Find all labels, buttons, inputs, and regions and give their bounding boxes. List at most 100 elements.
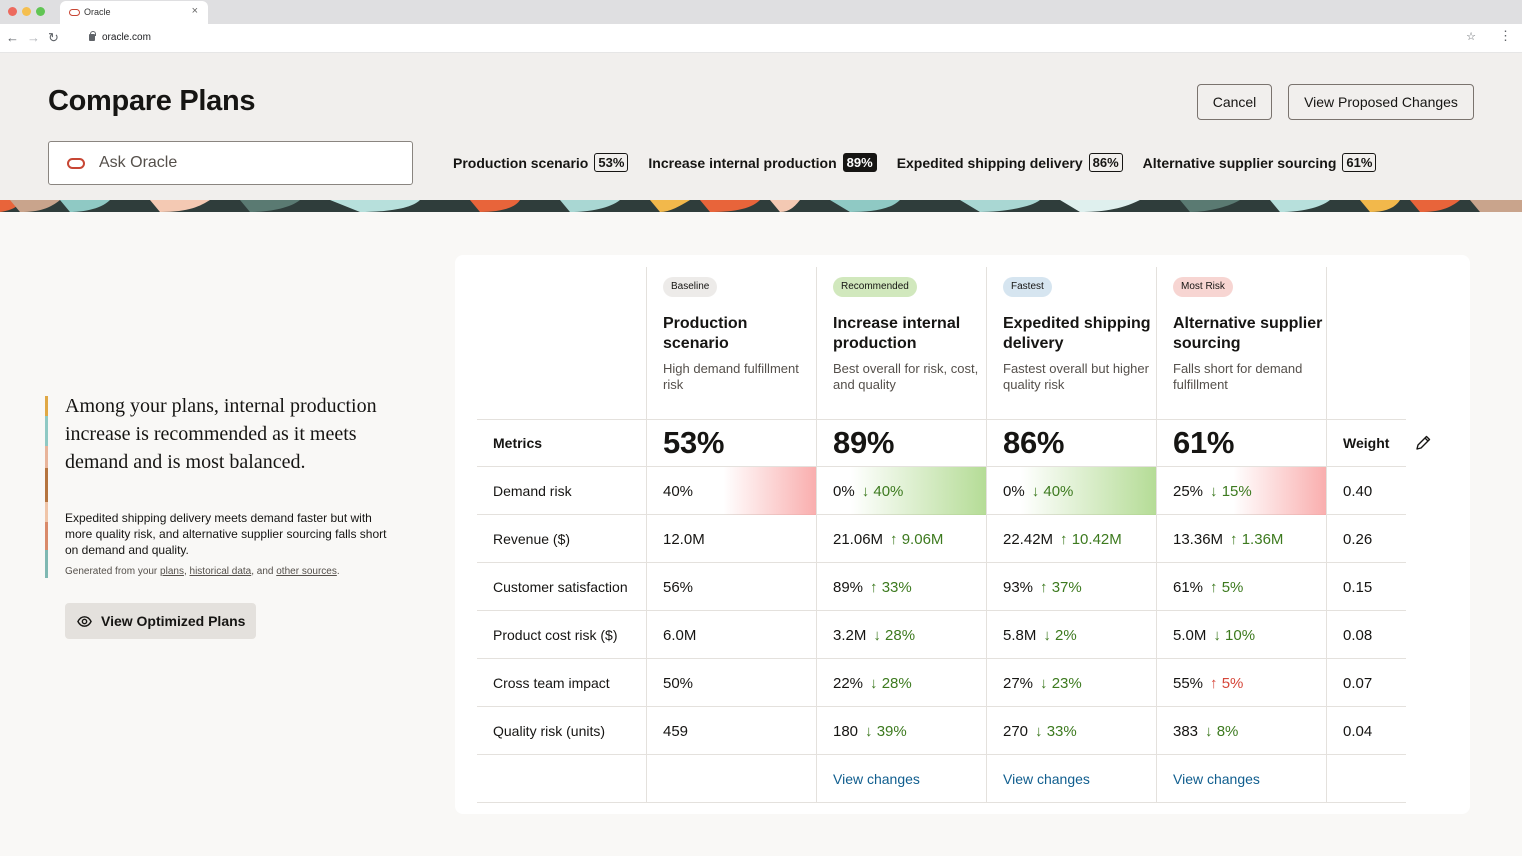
view-changes-link[interactable]: View changes xyxy=(833,771,920,787)
metric-value: 5.0M xyxy=(1173,626,1207,644)
forward-arrow-icon[interactable]: → xyxy=(27,30,40,45)
column-divider xyxy=(986,267,987,803)
metric-weight: 0.07 xyxy=(1343,674,1373,692)
plan-chip-label: Production scenario xyxy=(453,154,589,171)
metric-delta: ↓ 40% xyxy=(1031,482,1074,500)
summary-accent-bar xyxy=(45,396,48,578)
reload-icon[interactable]: ↻ xyxy=(48,30,59,45)
metric-weight: 0.26 xyxy=(1343,530,1373,548)
back-arrow-icon[interactable]: ← xyxy=(6,30,19,45)
metric-value: 13.36M xyxy=(1173,530,1224,548)
plan-chip[interactable]: Production scenario 53% xyxy=(453,153,629,172)
metric-cell: 270 ↓ 33% xyxy=(987,707,1156,755)
metric-value: 27% xyxy=(1003,674,1034,692)
browser-tab[interactable]: Oracle × xyxy=(60,1,208,24)
plan-column-header: Most Risk Alternative supplier sourcing … xyxy=(1157,255,1327,419)
column-divider xyxy=(816,267,817,803)
close-tab-icon[interactable]: × xyxy=(191,5,198,17)
metric-cell: 27% ↓ 23% xyxy=(987,659,1156,707)
metric-value: 6.0M xyxy=(663,626,697,644)
oracle-logo-icon xyxy=(67,158,85,169)
metric-cell: 56% xyxy=(647,563,816,611)
metric-delta: ↑ 37% xyxy=(1040,578,1082,596)
minimize-window-button[interactable] xyxy=(22,7,31,16)
plan-chip[interactable]: Alternative supplier sourcing 61% xyxy=(1143,153,1377,172)
lock-icon[interactable] xyxy=(89,31,96,41)
view-changes-link[interactable]: View changes xyxy=(1173,771,1260,787)
row-divider xyxy=(477,706,1406,707)
row-divider xyxy=(477,658,1406,659)
metric-cell: 22.42M ↑ 10.42M xyxy=(987,515,1156,563)
metric-cell: 22% ↓ 28% xyxy=(817,659,986,707)
view-changes-link[interactable]: View changes xyxy=(1003,771,1090,787)
plan-description: Best overall for risk, cost, and quality xyxy=(833,361,979,392)
metric-value: 270 xyxy=(1003,722,1029,740)
cancel-button[interactable]: Cancel xyxy=(1197,84,1272,120)
fastest-badge: Fastest xyxy=(1003,277,1052,297)
plan-chip-score: 53% xyxy=(594,153,629,172)
metric-cell: 0% ↓ 40% xyxy=(987,467,1156,515)
maximize-window-button[interactable] xyxy=(36,7,45,16)
view-optimized-plans-button[interactable]: View Optimized Plans xyxy=(65,603,256,639)
metric-delta: ↓ 8% xyxy=(1205,722,1239,740)
column-divider xyxy=(646,267,647,803)
plan-chip[interactable]: Increase internal production 89% xyxy=(648,153,877,172)
plan-score-chips: Production scenario 53% Increase interna… xyxy=(453,153,1377,172)
metric-value: 21.06M xyxy=(833,530,884,548)
plan-chip[interactable]: Expedited shipping delivery 86% xyxy=(897,153,1123,172)
metric-weight: 0.08 xyxy=(1343,626,1373,644)
edit-weights-pencil-icon[interactable] xyxy=(1415,435,1431,451)
plan-column-header: Recommended Increase internal production… xyxy=(817,255,987,419)
metric-cell: 5.0M ↓ 10% xyxy=(1157,611,1326,659)
bookmark-star-icon[interactable]: ☆ xyxy=(1466,31,1476,43)
metric-delta: ↓ 33% xyxy=(1035,722,1077,740)
metric-cell: 25% ↓ 15% xyxy=(1157,467,1326,515)
row-divider xyxy=(477,802,1406,803)
ask-oracle-search[interactable] xyxy=(48,141,413,185)
plan-chip-score: 86% xyxy=(1088,153,1123,172)
metric-label: Product cost risk ($) xyxy=(493,627,618,643)
plan-description: High demand fulfillment risk xyxy=(663,361,799,392)
close-window-button[interactable] xyxy=(8,7,17,16)
metric-value: 56% xyxy=(663,578,694,596)
row-divider xyxy=(477,754,1406,755)
recommendation-summary: Among your plans, internal production in… xyxy=(45,395,390,578)
metric-label: Revenue ($) xyxy=(493,531,571,547)
metric-value: 12.0M xyxy=(663,530,705,548)
metric-delta: ↑ 10.42M xyxy=(1060,530,1122,548)
metric-cell: 13.36M ↑ 1.36M xyxy=(1157,515,1326,563)
metric-cell: 5.8M ↓ 2% xyxy=(987,611,1156,659)
metric-delta: ↑ 9.06M xyxy=(890,530,944,548)
other-sources-link[interactable]: other sources xyxy=(276,566,337,577)
metric-cell: 459 xyxy=(647,707,816,755)
view-proposed-changes-button[interactable]: View Proposed Changes xyxy=(1288,84,1474,120)
browser-menu-icon[interactable]: ⋮ xyxy=(1499,28,1512,43)
oracle-logo-icon xyxy=(69,9,80,16)
plan-score: 61% xyxy=(1173,425,1235,460)
metric-delta: ↓ 28% xyxy=(873,626,916,644)
metric-value: 0% xyxy=(1003,482,1025,500)
url-field[interactable]: oracle.com xyxy=(102,32,151,43)
metric-cell: 180 ↓ 39% xyxy=(817,707,986,755)
metric-cell: 383 ↓ 8% xyxy=(1157,707,1326,755)
metric-delta: ↓ 28% xyxy=(870,674,912,692)
ask-oracle-input[interactable] xyxy=(99,142,399,184)
plans-link[interactable]: plans xyxy=(160,566,184,577)
row-divider xyxy=(477,610,1406,611)
historical-data-link[interactable]: historical data xyxy=(189,566,252,577)
view-optimized-plans-label: View Optimized Plans xyxy=(101,613,246,629)
metric-value: 61% xyxy=(1173,578,1204,596)
metric-cell: 6.0M xyxy=(647,611,816,659)
most-risk-badge: Most Risk xyxy=(1173,277,1233,297)
plan-column-header: Fastest Expedited shipping delivery Fast… xyxy=(987,255,1157,419)
metric-value: 89% xyxy=(833,578,864,596)
metric-value: 459 xyxy=(663,722,689,740)
page-header: Compare Plans Cancel View Proposed Chang… xyxy=(0,53,1522,200)
metric-value: 25% xyxy=(1173,482,1204,500)
metric-value: 22% xyxy=(833,674,864,692)
column-divider xyxy=(1156,267,1157,803)
plan-chip-label: Expedited shipping delivery xyxy=(896,154,1083,171)
plan-score: 86% xyxy=(1003,425,1065,460)
summary-headline: Among your plans, internal production in… xyxy=(65,395,377,473)
metric-weight: 0.15 xyxy=(1343,578,1373,596)
